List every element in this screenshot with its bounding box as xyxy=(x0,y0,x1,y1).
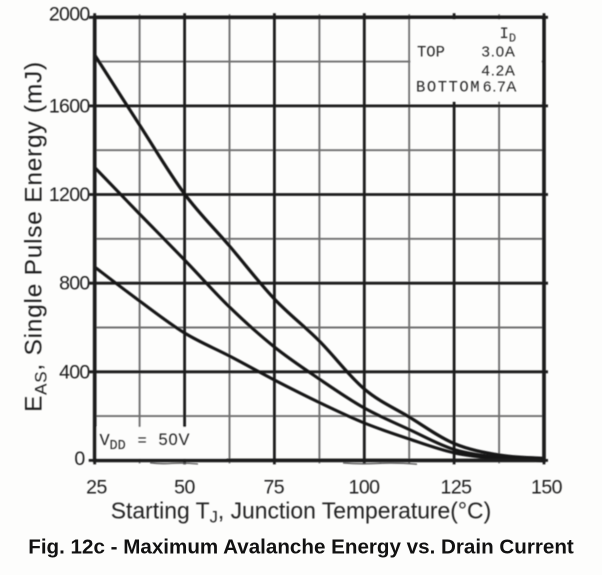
svg-text:800: 800 xyxy=(59,273,90,295)
svg-text:Starting TJ, Junction Temperat: Starting TJ, Junction Temperature(°C) xyxy=(111,498,491,527)
svg-text:50V: 50V xyxy=(159,431,191,449)
svg-text:EAS, Single Pulse Energy (mJ): EAS, Single Pulse Energy (mJ) xyxy=(21,61,51,412)
svg-text:25: 25 xyxy=(86,477,107,499)
svg-text:1600: 1600 xyxy=(49,95,90,117)
svg-text:TOP: TOP xyxy=(417,44,445,62)
svg-text:50: 50 xyxy=(174,477,195,499)
svg-text:0: 0 xyxy=(74,448,85,470)
svg-text:4.2A: 4.2A xyxy=(482,63,516,80)
svg-text:75: 75 xyxy=(263,477,284,499)
svg-text:BOTTOM: BOTTOM xyxy=(416,79,481,97)
svg-text:6.7A: 6.7A xyxy=(483,79,517,96)
svg-text:150: 150 xyxy=(531,477,563,499)
svg-text:Fig. 12c - Maximum Avalanche E: Fig. 12c - Maximum Avalanche Energy vs. … xyxy=(28,536,574,559)
svg-text:100: 100 xyxy=(348,477,380,499)
svg-text:DD: DD xyxy=(110,439,126,454)
svg-text:1200: 1200 xyxy=(49,184,90,206)
svg-text:400: 400 xyxy=(59,361,90,383)
svg-text:=: = xyxy=(138,432,147,450)
svg-text:2000: 2000 xyxy=(49,4,90,26)
svg-text:3.0A: 3.0A xyxy=(482,44,516,61)
svg-text:V: V xyxy=(100,432,111,451)
svg-text:125: 125 xyxy=(440,477,472,499)
